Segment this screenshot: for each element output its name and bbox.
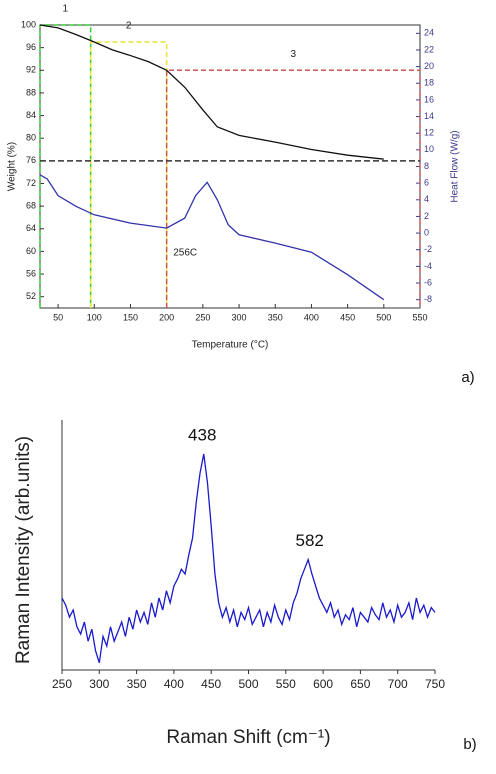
y2-tick-label: 12 xyxy=(424,128,434,138)
annotation: 256C xyxy=(173,248,197,259)
panel-label: b) xyxy=(463,736,476,753)
region-outline xyxy=(165,69,421,308)
x-tick-label: 500 xyxy=(238,677,258,691)
y2-tick-label: -8 xyxy=(424,294,432,304)
x-tick-label: 550 xyxy=(412,312,427,322)
region-outline xyxy=(89,41,168,308)
y-tick-label: 80 xyxy=(26,133,36,143)
peak-label: 438 xyxy=(188,425,216,444)
x-tick-label: 450 xyxy=(201,677,221,691)
y2-axis-label: Heat Flow (W/g) xyxy=(450,130,461,202)
y-tick-label: 64 xyxy=(26,223,36,233)
x-tick-label: 350 xyxy=(268,312,283,322)
x-tick-label: 350 xyxy=(127,677,147,691)
x-tick-label: 100 xyxy=(87,312,102,322)
y2-tick-label: 18 xyxy=(424,78,434,88)
y-tick-label: 52 xyxy=(26,291,36,301)
y-tick-label: 56 xyxy=(26,268,36,278)
y-tick-label: 88 xyxy=(26,87,36,97)
y2-tick-label: 2 xyxy=(424,211,429,221)
x-tick-label: 400 xyxy=(164,677,184,691)
x-tick-label: 600 xyxy=(313,677,333,691)
x-tick-label: 50 xyxy=(53,312,63,322)
region-outline xyxy=(39,24,92,308)
y2-tick-label: 4 xyxy=(424,194,429,204)
y2-tick-label: 8 xyxy=(424,161,429,171)
x-tick-label: 500 xyxy=(376,312,391,322)
series-line xyxy=(39,24,384,160)
panel-label: a) xyxy=(461,369,474,386)
x-tick-label: 300 xyxy=(232,312,247,322)
y2-tick-label: -2 xyxy=(424,244,432,254)
y2-tick-label: -6 xyxy=(424,277,432,287)
y-axis-label: Raman Intensity (arb.units) xyxy=(13,436,34,664)
x-axis-label: Temperature (°C) xyxy=(192,340,269,351)
y2-tick-label: 0 xyxy=(424,227,429,237)
y-axis-label: Weight (%) xyxy=(7,142,18,191)
x-tick-label: 650 xyxy=(350,677,370,691)
y2-tick-label: 6 xyxy=(424,178,429,188)
x-tick-label: 250 xyxy=(195,312,210,322)
y-tick-label: 100 xyxy=(21,19,36,29)
y-tick-label: 76 xyxy=(26,155,36,165)
y2-tick-label: 20 xyxy=(424,61,434,71)
peak-label: 582 xyxy=(295,531,323,550)
y2-tick-label: -4 xyxy=(424,261,432,271)
x-tick-label: 150 xyxy=(123,312,138,322)
x-tick-label: 700 xyxy=(388,677,408,691)
y-tick-label: 84 xyxy=(26,110,36,120)
x-tick-label: 250 xyxy=(52,677,72,691)
x-tick-label: 750 xyxy=(425,677,445,691)
x-tick-label: 400 xyxy=(304,312,319,322)
region-label: 2 xyxy=(126,21,132,32)
y2-tick-label: 16 xyxy=(424,94,434,104)
x-tick-label: 550 xyxy=(276,677,296,691)
y2-tick-label: 22 xyxy=(424,44,434,54)
y-tick-label: 72 xyxy=(26,178,36,188)
y-tick-label: 68 xyxy=(26,200,36,210)
y-tick-label: 92 xyxy=(26,65,36,75)
x-axis-label: Raman Shift (cm⁻¹) xyxy=(166,727,330,748)
x-tick-label: 200 xyxy=(159,312,174,322)
series-line xyxy=(39,174,385,301)
y2-tick-label: 24 xyxy=(424,28,434,38)
region-label: 3 xyxy=(291,49,297,60)
y-tick-label: 60 xyxy=(26,246,36,256)
y2-tick-label: 14 xyxy=(424,111,434,121)
region-label: 1 xyxy=(63,4,69,15)
series-line xyxy=(61,453,436,663)
x-tick-label: 450 xyxy=(340,312,355,322)
y2-tick-label: 10 xyxy=(424,144,434,154)
x-tick-label: 300 xyxy=(89,677,109,691)
y-tick-label: 96 xyxy=(26,42,36,52)
